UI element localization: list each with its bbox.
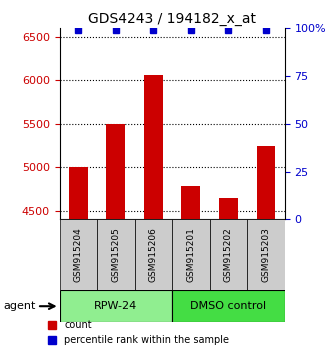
Text: DMSO control: DMSO control [190,301,266,311]
Bar [69,167,88,219]
Bar [60,290,172,322]
Bar [60,219,97,290]
Bar [210,219,247,290]
Bar [172,219,210,290]
Text: GSM915203: GSM915203 [261,227,270,282]
Text: GSM915202: GSM915202 [224,228,233,282]
Bar [219,198,238,219]
Text: RPW-24: RPW-24 [94,301,137,311]
Bar [172,290,285,322]
Bar [144,75,163,219]
Text: GSM915204: GSM915204 [74,228,83,282]
Text: agent: agent [3,301,36,311]
Title: GDS4243 / 194182_x_at: GDS4243 / 194182_x_at [88,12,256,26]
Bar [135,219,172,290]
Text: GSM915201: GSM915201 [186,227,195,282]
Bar [97,219,135,290]
Bar [257,145,275,219]
Bar [247,219,285,290]
Bar [107,124,125,219]
Legend: count, percentile rank within the sample: count, percentile rank within the sample [45,316,233,349]
Bar [181,187,200,219]
Text: GSM915206: GSM915206 [149,227,158,282]
Text: GSM915205: GSM915205 [111,227,120,282]
